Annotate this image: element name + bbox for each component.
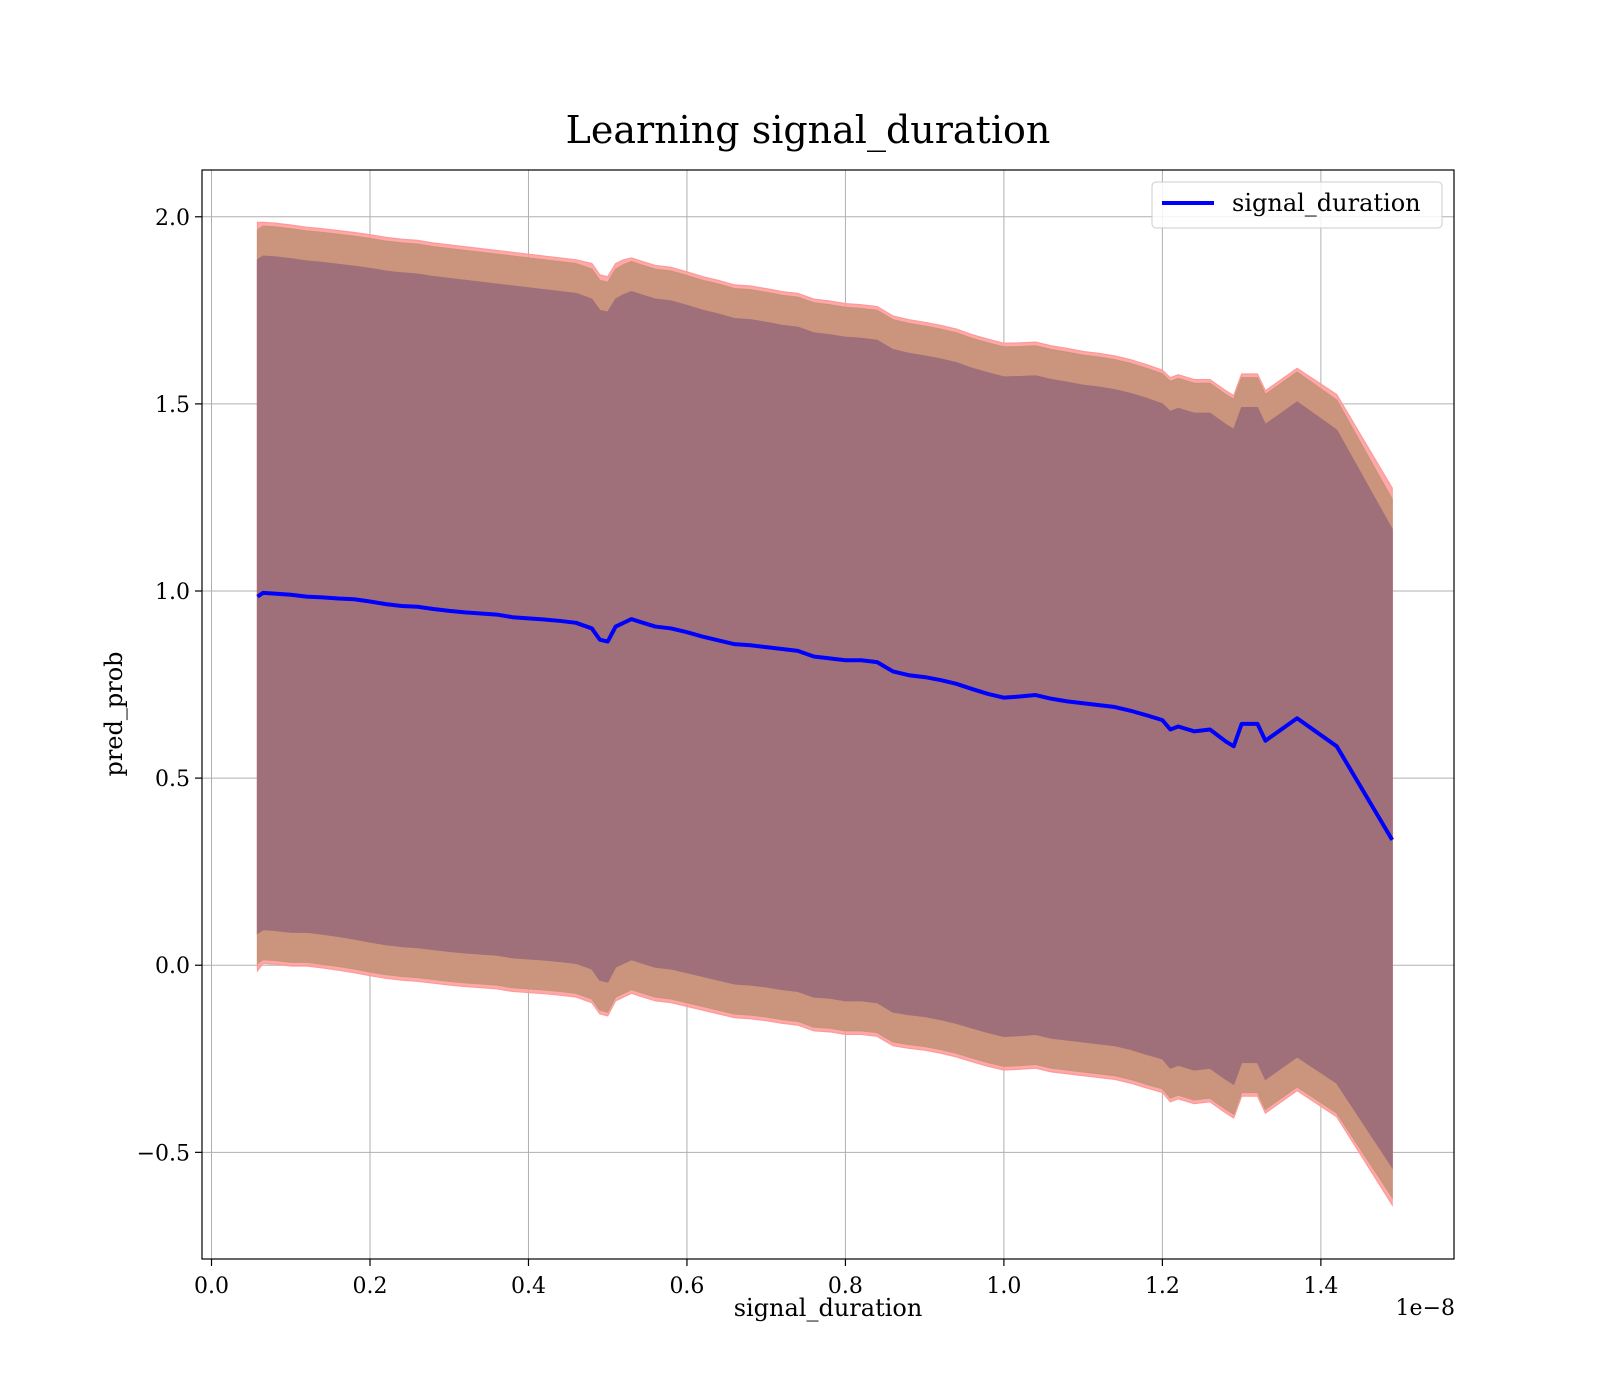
y-tick-label: 0.0 xyxy=(155,954,190,979)
plot-frame xyxy=(201,169,1455,1260)
chart-title: Learning signal_duration xyxy=(566,108,1051,153)
x-tick-label: 1.2 xyxy=(1145,1274,1180,1299)
x-axis-label: signal_duration xyxy=(734,1294,923,1322)
y-tick-label: 2.0 xyxy=(155,206,190,231)
y-axis-label: pred_prob xyxy=(100,651,128,776)
legend-box xyxy=(1151,181,1443,229)
y-tick-label: 1.0 xyxy=(155,580,190,605)
x-tick-label: 0.6 xyxy=(669,1274,704,1299)
x-axis-offset-label: 1e−8 xyxy=(1396,1296,1455,1321)
x-tick-label: 0.8 xyxy=(828,1274,863,1299)
x-tick-label: 0.2 xyxy=(352,1274,387,1299)
y-tick-label: −0.5 xyxy=(137,1141,190,1166)
x-tick-label: 1.4 xyxy=(1303,1274,1338,1299)
confidence-bands xyxy=(256,221,1393,1207)
y-tick-label: 1.5 xyxy=(155,393,190,418)
legend-label: signal_duration xyxy=(1232,189,1421,217)
inner-band xyxy=(256,255,1393,1170)
series-line-group xyxy=(256,590,1394,841)
axis-ticks: 0.0 0.2 0.4 0.6 0.8 1.0 1.2 1.4 −0.5 0.0 0.5 1.0 1.5… xyxy=(137,206,1339,1299)
x-tick-label: 1.0 xyxy=(986,1274,1021,1299)
y-tick-label: 0.5 xyxy=(155,767,190,792)
x-tick-label: 0.0 xyxy=(194,1274,229,1299)
series-line xyxy=(256,590,1394,841)
x-tick-label: 0.4 xyxy=(511,1274,546,1299)
legend: signal_duration xyxy=(1151,181,1443,229)
